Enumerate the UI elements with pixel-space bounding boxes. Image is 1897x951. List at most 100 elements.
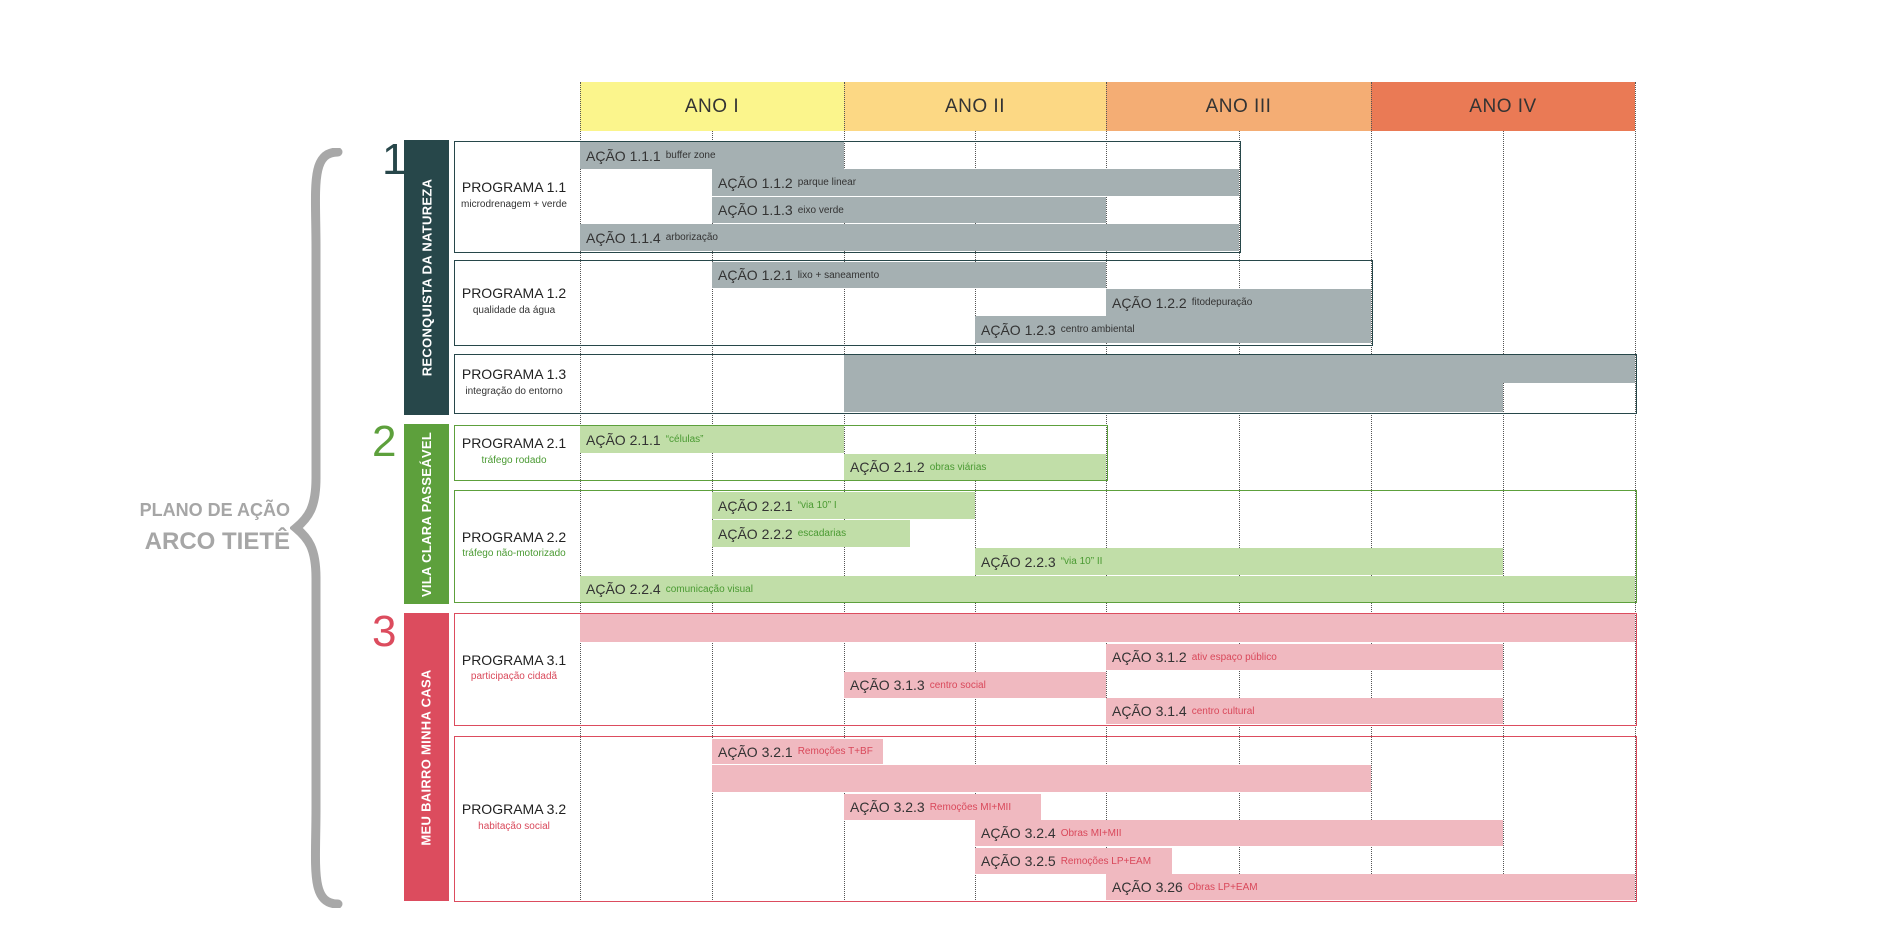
program-box	[454, 613, 1637, 726]
action-bar: AÇÃO 2.1.2 obras viárias	[844, 454, 1106, 480]
action-subtitle: “via 10” I	[797, 500, 837, 511]
program-name: PROGRAMA 1.1	[461, 179, 567, 195]
program-subtitle: qualidade da água	[472, 304, 556, 316]
program-subtitle: integração do entorno	[465, 385, 563, 397]
action-name: AÇÃO 1.2.2	[1112, 294, 1187, 311]
program-label: PROGRAMA 2.2 tráfego não-motorizado	[454, 529, 574, 561]
action-subtitle: parque linear	[797, 177, 857, 188]
action-subtitle: Remoções LP+EAM	[1060, 855, 1152, 867]
program-name: PROGRAMA 1.3	[461, 366, 567, 382]
action-bar: AÇÃO 1.2.2 fitodepuração	[1106, 289, 1371, 316]
program-box	[454, 736, 1637, 902]
group-label: VILA CLARA PASSEÁVEL	[419, 431, 434, 597]
action-bar: AÇÃO 2.2.4 comunicação visual	[580, 576, 1635, 602]
action-bar	[712, 765, 1371, 792]
action-bar	[844, 383, 1503, 412]
program-box	[454, 425, 1108, 481]
plan-title-line2: ARCO TIETÊ	[144, 528, 290, 555]
action-subtitle: eixo verde	[797, 204, 844, 216]
action-bar: AÇÃO 1.2.3 centro ambiental	[975, 316, 1371, 343]
action-bar	[580, 614, 1635, 642]
action-bar: AÇÃO 3.1.2 ativ espaço público	[1106, 644, 1503, 670]
group-number: 1	[382, 135, 407, 184]
program-label: PROGRAMA 3.2 habitação social	[454, 801, 574, 833]
action-name: AÇÃO 3.2.1	[718, 743, 793, 760]
action-name: AÇÃO 2.2.1	[718, 497, 793, 514]
program-subtitle: microdrenagem + verde	[461, 198, 567, 210]
year-header: ANO II	[844, 82, 1106, 131]
action-bar: AÇÃO 2.2.3 “via 10” II	[975, 548, 1503, 575]
gridline	[1238, 131, 1240, 902]
action-subtitle: comunicação visual	[665, 583, 753, 595]
action-subtitle: Obras LP+EAM	[1187, 881, 1258, 893]
action-name: AÇÃO 2.1.1	[586, 431, 661, 448]
action-bar	[844, 355, 1635, 383]
year-header: ANO IV	[1371, 82, 1635, 131]
action-bar: AÇÃO 1.1.2 parque linear	[712, 169, 1239, 196]
action-name: AÇÃO 1.1.1	[586, 147, 661, 164]
program-subtitle: habitação social	[478, 820, 550, 832]
program-name: PROGRAMA 3.1	[461, 651, 567, 668]
action-name: AÇÃO 1.1.2	[718, 174, 793, 191]
action-name: AÇÃO 3.1.3	[850, 677, 925, 693]
year-header: ANO I	[580, 82, 844, 131]
action-subtitle: buffer zone	[665, 150, 716, 161]
action-bar: AÇÃO 3.2.4 Obras MI+MII	[975, 820, 1503, 846]
action-name: AÇÃO 3.1.2	[1112, 649, 1187, 665]
program-subtitle: tráfego rodado	[481, 454, 547, 466]
action-subtitle: escadarias	[797, 528, 847, 539]
action-name: AÇÃO 1.2.3	[981, 321, 1056, 338]
action-subtitle: “células”	[665, 434, 704, 445]
action-subtitle: centro cultural	[1191, 705, 1255, 717]
action-subtitle: fitodepuração	[1191, 297, 1253, 308]
program-box	[454, 490, 1637, 603]
program-name: PROGRAMA 2.1	[461, 435, 567, 451]
program-box	[454, 141, 1241, 253]
action-subtitle: ativ espaço público	[1191, 651, 1277, 663]
action-name: AÇÃO 1.2.1	[718, 267, 793, 283]
action-subtitle: “via 10” II	[1060, 556, 1103, 567]
program-label: PROGRAMA 3.1 participação cidadã	[454, 652, 574, 684]
action-name: AÇÃO 3.1.4	[1112, 703, 1187, 719]
program-name: PROGRAMA 2.2	[461, 528, 567, 545]
group-sidebar: RECONQUISTA DA NATUREZA	[404, 140, 449, 415]
action-subtitle: obras viárias	[929, 461, 987, 473]
action-name: AÇÃO 3.2.3	[850, 799, 925, 815]
action-bar: AÇÃO 3.1.3 centro social	[844, 672, 1106, 698]
gridline	[1503, 131, 1504, 902]
action-bar: AÇÃO 2.1.1 “células”	[580, 426, 844, 453]
action-bar: AÇÃO 3.2.1 Remoções T+BF	[712, 739, 884, 764]
action-bar: AÇÃO 1.1.1 buffer zone	[580, 142, 844, 169]
action-subtitle: Remoções MI+MII	[929, 801, 1012, 813]
program-box	[454, 260, 1373, 346]
action-subtitle: Obras MI+MII	[1060, 827, 1122, 839]
action-name: AÇÃO 3.2.5	[981, 853, 1056, 869]
action-name: AÇÃO 3.26	[1112, 879, 1183, 895]
program-label: PROGRAMA 1.3 integração do entorno	[454, 366, 574, 398]
program-subtitle: tráfego não-motorizado	[462, 548, 566, 560]
curly-brace	[290, 148, 343, 908]
group-sidebar: VILA CLARA PASSEÁVEL	[404, 424, 449, 604]
program-label: PROGRAMA 1.2 qualidade da água	[454, 285, 574, 317]
action-bar: AÇÃO 1.1.4 arborização	[580, 224, 1239, 251]
action-name: AÇÃO 2.2.3	[981, 553, 1056, 570]
action-bar: AÇÃO 2.2.1 “via 10” I	[712, 492, 975, 519]
action-name: AÇÃO 2.1.2	[850, 459, 925, 475]
plan-title-line1: PLANO DE AÇÃO	[139, 500, 290, 520]
action-bar: AÇÃO 3.2.3 Remoções MI+MII	[844, 794, 1041, 820]
action-bar: AÇÃO 1.2.1 lixo + saneamento	[712, 262, 1106, 288]
program-name: PROGRAMA 3.2	[461, 801, 567, 817]
action-subtitle: lixo + saneamento	[797, 269, 880, 281]
action-subtitle: centro ambiental	[1060, 324, 1135, 335]
action-bar: AÇÃO 2.2.2 escadarias	[712, 520, 910, 547]
year-header: ANO III	[1106, 82, 1371, 131]
gridline	[1371, 82, 1372, 902]
action-bar: AÇÃO 3.1.4 centro cultural	[1106, 698, 1503, 724]
gridline	[975, 131, 976, 902]
action-name: AÇÃO 1.1.4	[586, 229, 661, 246]
action-subtitle: arborização	[665, 232, 718, 243]
action-bar: AÇÃO 3.26 Obras LP+EAM	[1106, 874, 1635, 900]
program-label: PROGRAMA 2.1 tráfego rodado	[454, 435, 574, 467]
gridline	[1106, 82, 1107, 902]
